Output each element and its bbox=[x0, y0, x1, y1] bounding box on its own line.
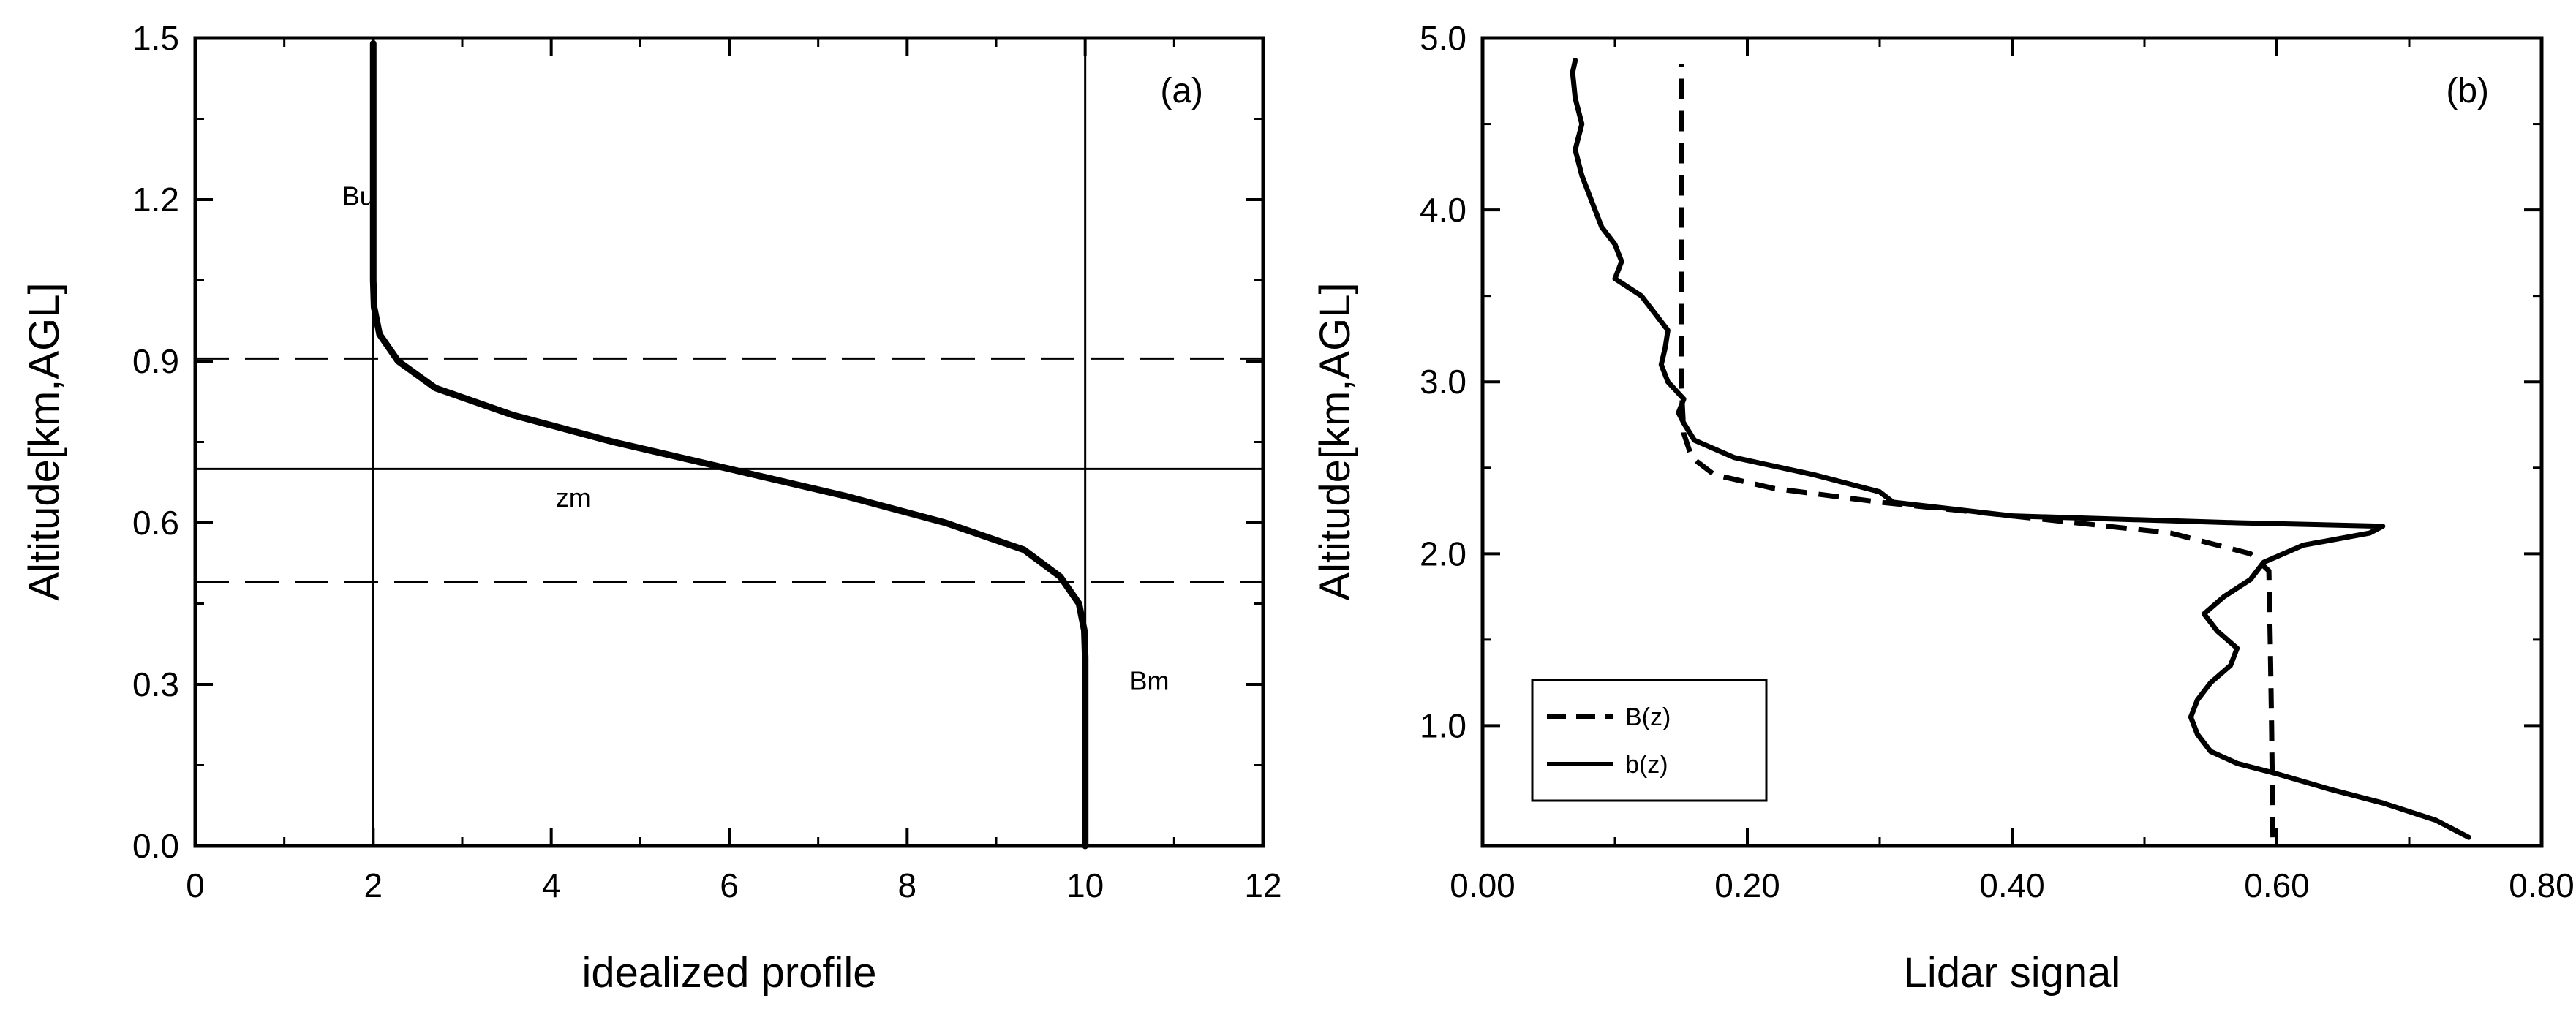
a-x-tick-label-6: 12 bbox=[1244, 866, 1281, 904]
a-annotation-bu: Bu bbox=[342, 181, 374, 211]
panel-a-reference-lines bbox=[195, 38, 1263, 846]
panel-a-plot-frame bbox=[193, 36, 1265, 848]
b-series-b-z--line-1 bbox=[1570, 58, 2471, 840]
panel-b-y-axis-title: Altitude[km,AGL] bbox=[1311, 282, 1359, 600]
panel-b-series bbox=[1570, 58, 2471, 840]
legend-box bbox=[1531, 679, 1768, 802]
b-y-tick-label-4: 5.0 bbox=[1420, 19, 1466, 57]
panel-b-x-axis-title: Lidar signal bbox=[1904, 949, 2121, 997]
a-y-tick-label-0: 0.0 bbox=[132, 827, 179, 865]
a-y-tick-label-4: 1.2 bbox=[132, 181, 179, 219]
legend-label-b-lower: b(z) bbox=[1625, 751, 1668, 779]
b-x-tick-label-4: 0.80 bbox=[2509, 866, 2575, 904]
b-x-tick-label-2: 0.40 bbox=[1979, 866, 2045, 904]
panel-b-ticks: 0.00 0.20 0.40 0.60 0.80 1.0 2.0 3.0 4.0 5.0 bbox=[1420, 19, 2575, 904]
panel-b: 0.00 0.20 0.40 0.60 0.801.02.03.04.05.0 (b) … bbox=[1311, 19, 2575, 997]
a-y-tick-label-2: 0.6 bbox=[132, 504, 179, 542]
panel-a-y-axis-title: Altitude[km,AGL] bbox=[20, 282, 68, 600]
panel-b-legend: B(z) b(z) bbox=[1531, 679, 1768, 802]
b-x-tick-label-1: 0.20 bbox=[1714, 866, 1780, 904]
b-x-tick-label-0: 0.00 bbox=[1450, 866, 1515, 904]
panel-a-x-axis-title: idealized profile bbox=[581, 949, 876, 997]
a-y-tick-label-1: 0.3 bbox=[132, 665, 179, 703]
b-y-tick-label-3: 4.0 bbox=[1420, 191, 1466, 229]
b-y-tick-label-2: 3.0 bbox=[1420, 363, 1466, 401]
a-x-tick-label-2: 4 bbox=[542, 866, 561, 904]
a-y-tick-label-3: 0.9 bbox=[132, 342, 179, 380]
a-annotation-zm: zm bbox=[556, 483, 591, 513]
legend-label-b-upper: B(z) bbox=[1625, 703, 1671, 731]
a-annotation-bm: Bm bbox=[1130, 665, 1170, 695]
panel-b-label: (b) bbox=[2446, 72, 2489, 110]
b-series-b-z--line-0 bbox=[1679, 64, 2276, 838]
a-x-tick-label-4: 8 bbox=[898, 866, 917, 904]
b-y-tick-label-0: 1.0 bbox=[1420, 706, 1466, 744]
a-y-tick-label-5: 1.5 bbox=[132, 19, 179, 57]
panel-a-label: (a) bbox=[1160, 72, 1203, 110]
b-x-tick-label-3: 0.60 bbox=[2244, 866, 2310, 904]
a-x-tick-label-0: 0 bbox=[186, 866, 205, 904]
a-x-tick-label-1: 2 bbox=[364, 866, 383, 904]
a-x-tick-label-3: 6 bbox=[720, 866, 739, 904]
panel-a-annotations: Bu zm Bm bbox=[342, 181, 1170, 695]
a-x-tick-label-5: 10 bbox=[1066, 866, 1104, 904]
a-series-idealized-profile-line-0 bbox=[369, 39, 1089, 850]
panel-a-series bbox=[369, 39, 1089, 850]
panel-a: 0 2 4 6 8 10 12 0.0 0.3 0.6 0.9 1.2 1.5 Bu zm Bm (a) i… bbox=[20, 19, 1282, 997]
b-y-tick-label-1: 2.0 bbox=[1420, 534, 1466, 572]
